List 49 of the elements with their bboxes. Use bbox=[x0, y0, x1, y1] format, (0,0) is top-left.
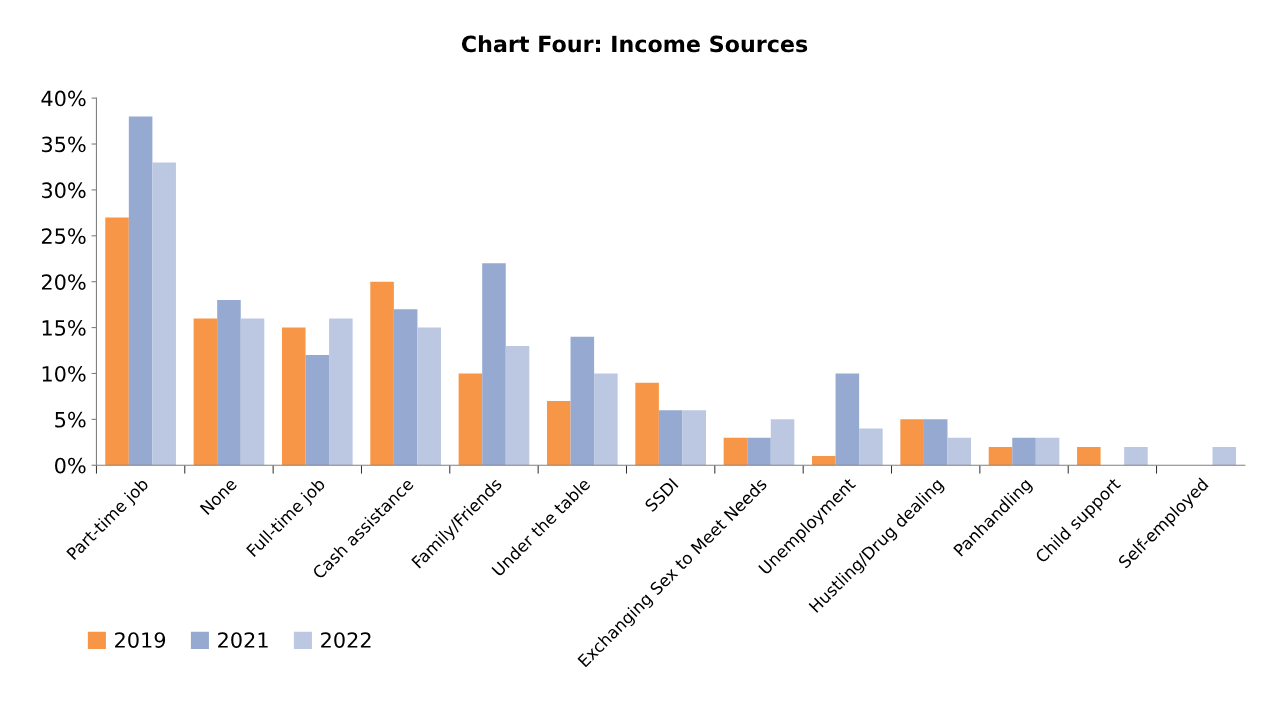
bar bbox=[1124, 446, 1148, 466]
y-tick-label: 40% bbox=[41, 90, 86, 107]
bar bbox=[900, 419, 924, 466]
bar bbox=[747, 437, 771, 466]
bar bbox=[570, 336, 595, 466]
bar bbox=[947, 437, 972, 466]
bar bbox=[417, 327, 441, 466]
bar bbox=[105, 217, 129, 466]
legend-label: 2022 bbox=[321, 632, 371, 648]
bar bbox=[458, 373, 483, 466]
bar bbox=[370, 281, 394, 466]
bar bbox=[281, 327, 306, 466]
bar bbox=[835, 373, 860, 466]
y-tick-label: 5% bbox=[55, 411, 86, 428]
bar bbox=[329, 318, 353, 466]
legend-label: 2019 bbox=[115, 632, 166, 648]
bar bbox=[505, 345, 530, 466]
bar bbox=[682, 410, 706, 466]
bar bbox=[859, 428, 883, 466]
bar bbox=[658, 410, 683, 466]
bar bbox=[1212, 446, 1237, 466]
bar bbox=[988, 446, 1013, 466]
bar bbox=[240, 318, 265, 466]
bar bbox=[923, 419, 948, 466]
bar bbox=[635, 382, 659, 466]
y-tick-label: 30% bbox=[42, 182, 86, 199]
bar bbox=[546, 401, 571, 466]
bar bbox=[193, 318, 218, 466]
bar bbox=[1012, 437, 1036, 466]
bar bbox=[152, 162, 176, 466]
y-tick-label: 20% bbox=[41, 274, 86, 290]
bar bbox=[812, 456, 836, 466]
bar bbox=[594, 373, 618, 466]
legend-label: 2021 bbox=[218, 632, 268, 648]
bar bbox=[482, 263, 506, 466]
y-tick-label: 25% bbox=[41, 228, 86, 245]
y-tick-label: 0% bbox=[55, 457, 86, 474]
y-tick-label: 35% bbox=[42, 136, 86, 153]
bar bbox=[217, 300, 241, 466]
bar bbox=[723, 437, 748, 466]
bar bbox=[305, 355, 330, 466]
bar bbox=[770, 419, 795, 466]
bar bbox=[1035, 437, 1060, 466]
bar bbox=[128, 116, 153, 466]
bar bbox=[1077, 446, 1101, 466]
bar bbox=[393, 309, 418, 466]
y-tick-label: 15% bbox=[42, 320, 86, 336]
y-tick-label: 10% bbox=[42, 365, 86, 382]
chart-title: Chart Four: Income Sources bbox=[461, 35, 808, 53]
